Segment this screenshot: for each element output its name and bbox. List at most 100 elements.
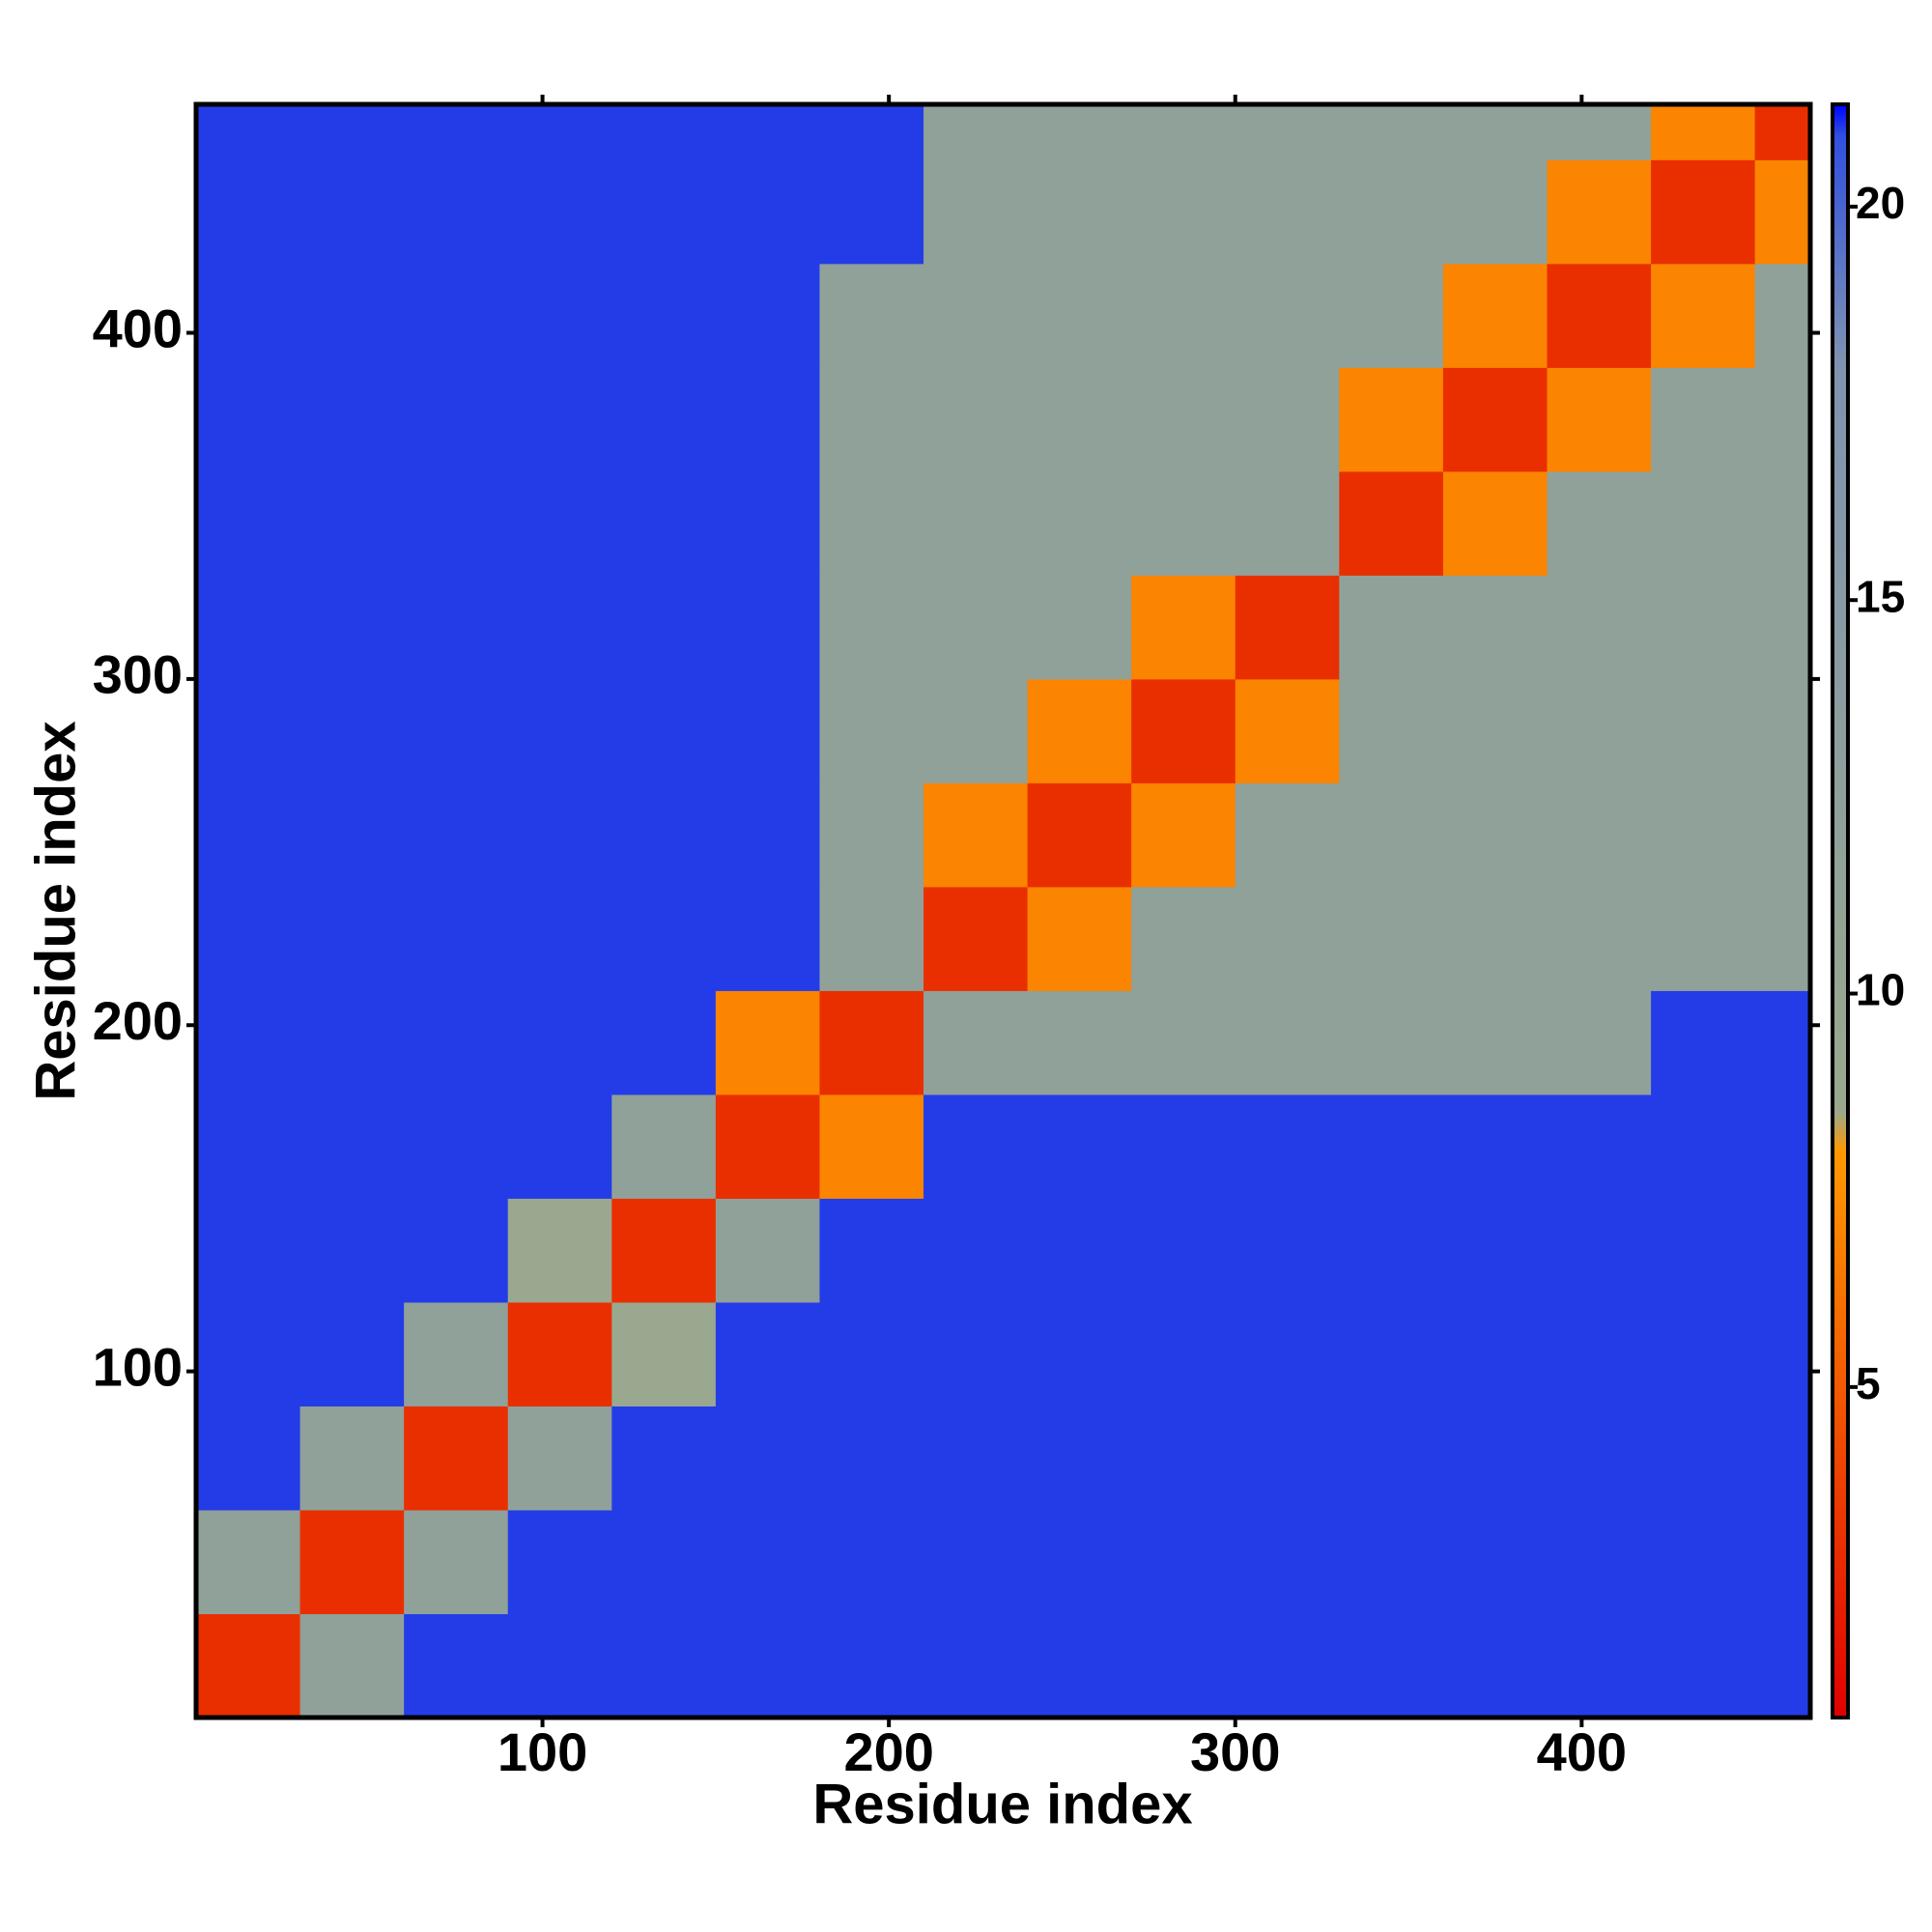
heatmap-cell xyxy=(196,367,301,472)
heatmap-cell xyxy=(1027,470,1132,576)
colorbar xyxy=(1831,102,1850,1719)
heatmap-cell xyxy=(611,1406,717,1511)
axes xyxy=(186,95,1820,1727)
heatmap-cell xyxy=(923,1406,1029,1511)
heatmap-cell xyxy=(507,470,612,576)
heatmap-cell xyxy=(1754,1509,1811,1614)
heatmap-cell xyxy=(1339,263,1444,368)
heatmap-cell xyxy=(1547,886,1652,991)
heatmap-cell xyxy=(1651,1301,1756,1406)
heatmap-cell xyxy=(196,575,301,680)
heatmap-cell xyxy=(1235,678,1340,783)
heatmap-cell xyxy=(1339,367,1444,472)
heatmap-cell xyxy=(715,575,820,680)
heatmap-cell xyxy=(196,1509,301,1614)
heatmap-cell xyxy=(923,1094,1029,1199)
heatmap-cell xyxy=(299,263,405,368)
heatmap-cell xyxy=(1442,678,1548,783)
heatmap-cell xyxy=(1547,104,1652,160)
heatmap-cell xyxy=(507,1301,612,1406)
heatmap-cell xyxy=(196,1094,301,1199)
heatmap-cell xyxy=(1235,886,1340,991)
heatmap-cell xyxy=(1339,104,1444,160)
heatmap-cell xyxy=(1754,990,1811,1095)
heatmap-cell xyxy=(611,1094,717,1199)
heatmap-cell xyxy=(1131,1198,1236,1303)
heatmap-cell xyxy=(923,678,1029,783)
heatmap-cell xyxy=(404,990,509,1095)
heatmap-cell xyxy=(1651,470,1756,576)
heatmap-cell xyxy=(1131,104,1236,160)
heatmap-cell xyxy=(1754,782,1811,888)
heatmap-cell xyxy=(1339,1094,1444,1199)
heatmap-cell xyxy=(1339,886,1444,991)
heatmap-cell xyxy=(404,1301,509,1406)
heatmap-cell xyxy=(715,678,820,783)
heatmap-cell xyxy=(1442,1613,1548,1719)
heatmap-cell xyxy=(1235,470,1340,576)
x-tick-label: 100 xyxy=(497,1721,587,1782)
heatmap-cell xyxy=(1027,782,1132,888)
heatmap-cell xyxy=(1754,886,1811,991)
heatmap-cell xyxy=(1339,782,1444,888)
heatmap-cell xyxy=(611,470,717,576)
heatmap-cell xyxy=(1651,575,1756,680)
heatmap-cell xyxy=(299,367,405,472)
heatmap-cell xyxy=(1547,1509,1652,1614)
heatmap-cell xyxy=(1131,782,1236,888)
heatmap-cell xyxy=(1547,575,1652,680)
heatmap-cell xyxy=(923,367,1029,472)
heatmap-cell xyxy=(1547,367,1652,472)
heatmap-cell xyxy=(1131,159,1236,265)
heatmap-cell xyxy=(1027,678,1132,783)
heatmap-cell xyxy=(819,782,924,888)
heatmap-cell xyxy=(1235,1198,1340,1303)
heatmap-cell xyxy=(1235,1509,1340,1614)
heatmap-cell xyxy=(1442,782,1548,888)
heatmap-cell xyxy=(819,159,924,265)
heatmap-cell xyxy=(1651,1613,1756,1719)
heatmap-cell xyxy=(1754,263,1811,368)
heatmap-cell xyxy=(507,1198,612,1303)
heatmap-cell xyxy=(923,1509,1029,1614)
heatmap-cell xyxy=(1339,678,1444,783)
heatmap-cell xyxy=(923,1301,1029,1406)
heatmap-cell xyxy=(507,990,612,1095)
heatmap-cell xyxy=(299,990,405,1095)
heatmap-cell xyxy=(1547,263,1652,368)
heatmap-cell xyxy=(404,1094,509,1199)
heatmap-cell xyxy=(507,782,612,888)
colorbar-tick-label: 10 xyxy=(1856,965,1905,1015)
heatmap-cell xyxy=(611,782,717,888)
heatmap-cell xyxy=(1027,367,1132,472)
heatmap-cell xyxy=(1339,990,1444,1095)
heatmap-cell xyxy=(715,1094,820,1199)
heatmap-cell xyxy=(299,1094,405,1199)
colorbar-tick-label: 20 xyxy=(1856,178,1905,228)
heatmap-cell xyxy=(404,1509,509,1614)
heatmap-cell xyxy=(611,1613,717,1719)
x-tick-label: 400 xyxy=(1537,1721,1627,1782)
heatmap-cell xyxy=(1235,104,1340,160)
heatmap-cell xyxy=(611,263,717,368)
heatmap-cell xyxy=(715,263,820,368)
y-tick-label: 100 xyxy=(93,1336,183,1397)
heatmap-cell xyxy=(1235,990,1340,1095)
heatmap-cell xyxy=(923,886,1029,991)
heatmap-cell xyxy=(1027,1509,1132,1614)
heatmap-cell xyxy=(404,263,509,368)
heatmap-cell xyxy=(507,886,612,991)
heatmap-cell xyxy=(1131,263,1236,368)
heatmap-cell xyxy=(196,470,301,576)
heatmap-cell xyxy=(507,367,612,472)
heatmap-cell xyxy=(1027,1406,1132,1511)
heatmap-cell xyxy=(1442,1406,1548,1511)
heatmap-cell xyxy=(819,1406,924,1511)
heatmap-cell xyxy=(819,575,924,680)
heatmap-cell xyxy=(299,470,405,576)
heatmap-cell xyxy=(1754,104,1811,160)
heatmap-cell xyxy=(404,1198,509,1303)
heatmap-cell xyxy=(819,263,924,368)
heatmap-cell xyxy=(819,1094,924,1199)
